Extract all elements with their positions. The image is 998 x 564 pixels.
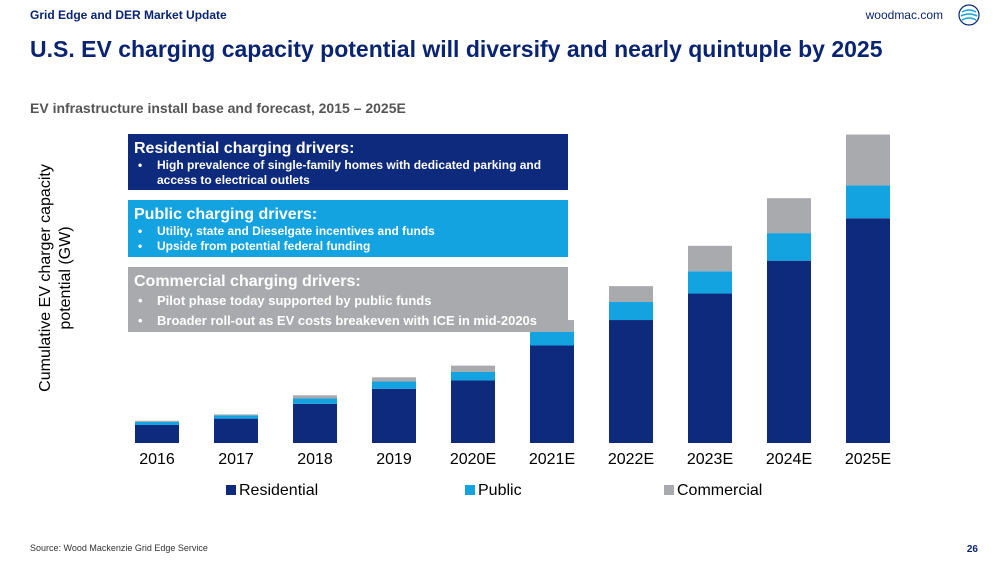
site-url[interactable]: woodmac.com xyxy=(865,8,943,22)
bar-segment-residential-2024e xyxy=(767,260,811,443)
bar-segment-public-2019 xyxy=(372,381,416,389)
bar-segment-public-2021e xyxy=(530,331,574,346)
bar-segment-residential-2016 xyxy=(135,424,179,443)
commercial-callout-heading: Commercial charging drivers: xyxy=(134,273,361,290)
commercial-drivers-callout: Commercial charging drivers: Pilot phase… xyxy=(128,267,568,332)
bar-segment-residential-2025e xyxy=(846,218,890,443)
residential-drivers-callout: Residential charging drivers: High preva… xyxy=(128,134,568,190)
x-tick-label: 2022E xyxy=(608,451,654,468)
bar-segment-public-2022e xyxy=(609,302,653,321)
x-tick-label: 2024E xyxy=(766,451,812,468)
bar-segment-residential-2023e xyxy=(688,293,732,443)
legend-label-residential: Residential xyxy=(239,482,319,499)
bar-segment-residential-2022e xyxy=(609,320,653,443)
legend-item-residential: Residential xyxy=(226,482,318,500)
x-tick-label: 2021E xyxy=(529,451,575,468)
bar-segment-public-2024e xyxy=(767,233,811,261)
bar-segment-commercial-2023e xyxy=(688,245,732,272)
x-tick-label: 2018 xyxy=(297,451,333,468)
x-tick-label: 2019 xyxy=(376,451,412,468)
bar-segment-residential-2017 xyxy=(214,418,258,443)
public-callout-bullet: Utility, state and Dieselgate incentives… xyxy=(134,224,562,239)
bar-segment-public-2023e xyxy=(688,271,732,294)
bar-segment-residential-2019 xyxy=(372,388,416,443)
x-tick-label: 2020E xyxy=(450,451,496,468)
chart-subtitle: EV infrastructure install base and forec… xyxy=(30,100,406,116)
bar-segment-commercial-2016 xyxy=(135,420,179,422)
page-number: 26 xyxy=(966,544,978,555)
bar-segment-commercial-2024e xyxy=(767,198,811,234)
residential-callout-bullet: High prevalence of single-family homes w… xyxy=(134,158,562,188)
bar-segment-commercial-2017 xyxy=(214,414,258,416)
residential-callout-heading: Residential charging drivers: xyxy=(134,140,355,157)
legend-label-commercial: Commercial xyxy=(677,482,763,499)
bar-segment-commercial-2019 xyxy=(372,377,416,382)
x-tick-label: 2017 xyxy=(218,451,254,468)
public-drivers-callout: Public charging drivers: Utility, state … xyxy=(128,200,568,257)
x-tick-label: 2016 xyxy=(139,451,175,468)
bar-segment-commercial-2022e xyxy=(609,286,653,303)
bar-segment-commercial-2018 xyxy=(293,395,337,399)
public-callout-bullet: Upside from potential federal funding xyxy=(134,239,562,254)
bar-segment-public-2018 xyxy=(293,398,337,404)
bar-segment-residential-2020e xyxy=(451,380,495,443)
commercial-callout-list: Pilot phase today supported by public fu… xyxy=(134,291,562,331)
legend-swatch-residential xyxy=(226,485,236,495)
commercial-callout-bullet: Pilot phase today supported by public fu… xyxy=(134,291,562,311)
residential-callout-list: High prevalence of single-family homes w… xyxy=(134,158,562,188)
chart-legend: Residential Public Commercial xyxy=(0,482,998,502)
legend-label-public: Public xyxy=(478,482,522,499)
stacked-bar-chart: 2016 2017 2018 2019 2020E 2021E 2022E 2023E 2024… xyxy=(135,134,891,468)
commercial-callout-bullet: Broader roll-out as EV costs breakeven w… xyxy=(134,311,562,331)
bar-segment-commercial-2025e xyxy=(846,134,890,186)
legend-swatch-commercial xyxy=(664,485,674,495)
public-callout-heading: Public charging drivers: xyxy=(134,206,318,223)
woodmac-logo-icon xyxy=(958,4,980,26)
x-tick-label: 2023E xyxy=(687,451,733,468)
x-tick-label: 2025E xyxy=(845,451,891,468)
bar-segment-public-2025e xyxy=(846,185,890,219)
slide-title: U.S. EV charging capacity potential will… xyxy=(30,36,883,62)
bar-segment-commercial-2020e xyxy=(451,365,495,372)
bar-segment-public-2020e xyxy=(451,371,495,381)
source-note: Source: Wood Mackenzie Grid Edge Service xyxy=(30,543,208,553)
legend-item-public: Public xyxy=(465,482,522,500)
bar-segment-residential-2021e xyxy=(530,345,574,443)
public-callout-list: Utility, state and Dieselgate incentives… xyxy=(134,224,562,254)
section-label: Grid Edge and DER Market Update xyxy=(30,8,227,22)
legend-item-commercial: Commercial xyxy=(664,482,762,500)
bar-segment-public-2016 xyxy=(135,421,179,425)
bar-segment-public-2017 xyxy=(214,415,258,419)
bar-segment-residential-2018 xyxy=(293,403,337,443)
legend-swatch-public xyxy=(465,485,475,495)
